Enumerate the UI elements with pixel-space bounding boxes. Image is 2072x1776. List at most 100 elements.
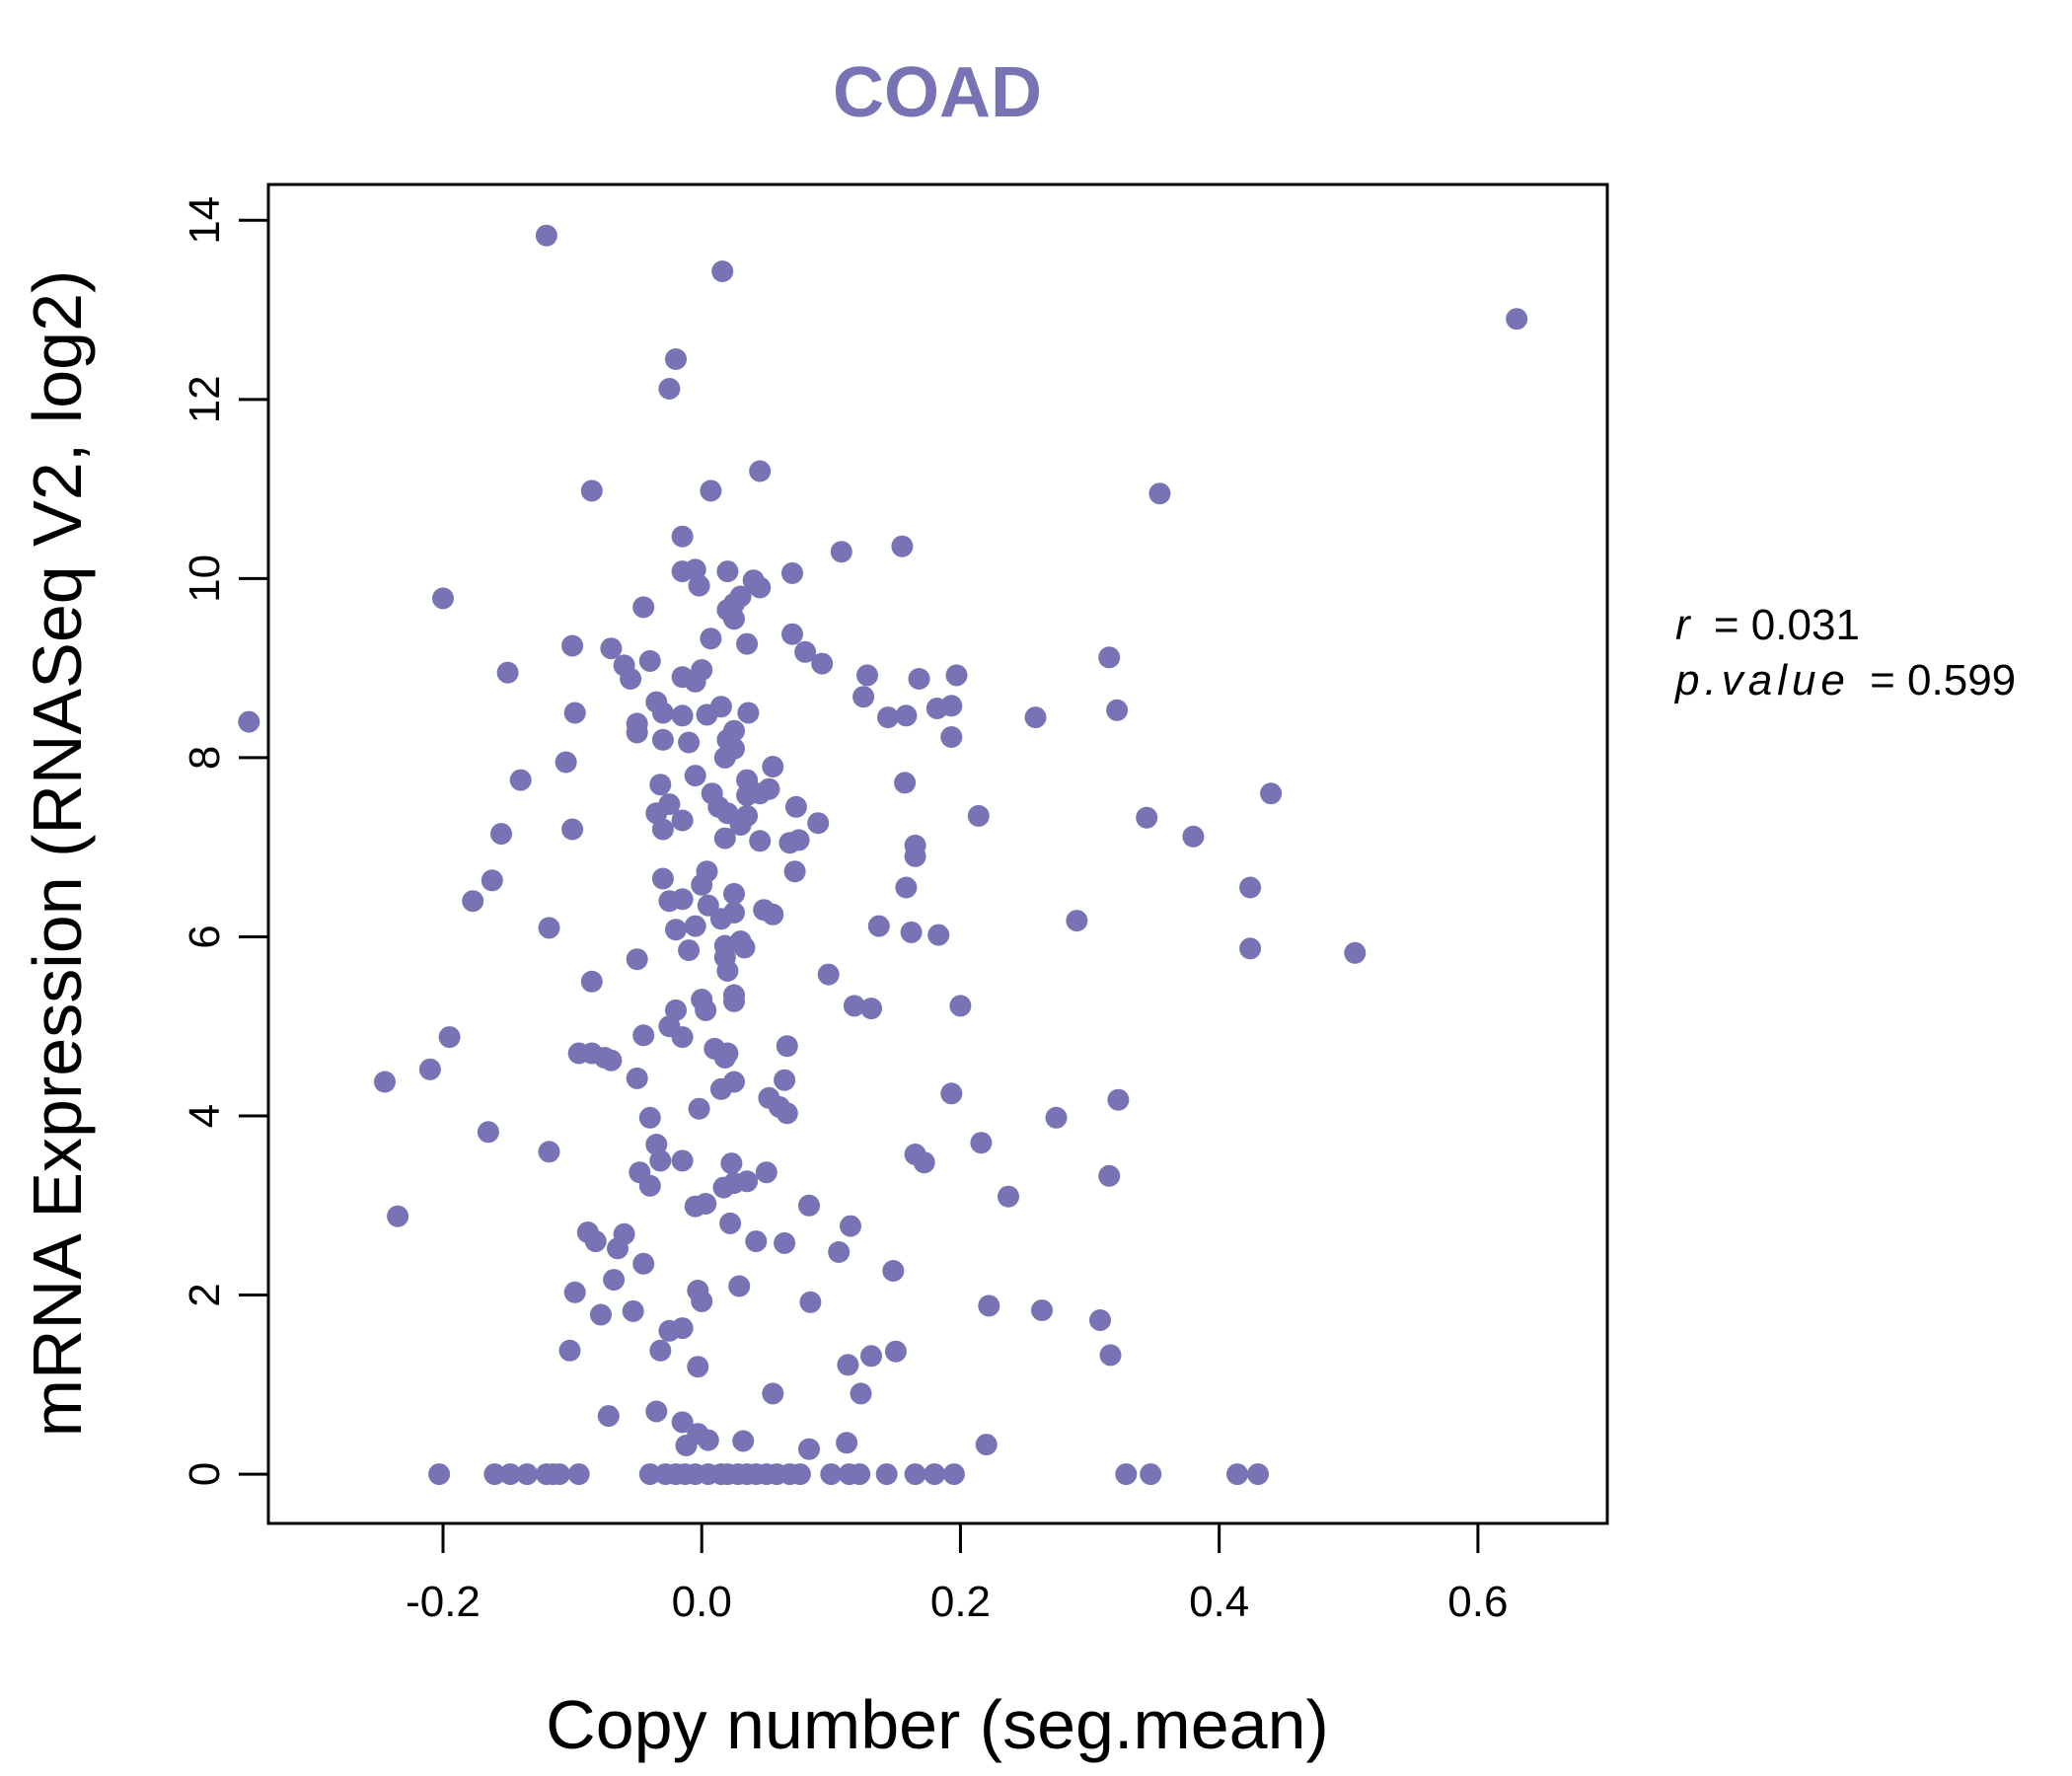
- x-axis-label: Copy number (seg.mean): [546, 1686, 1329, 1763]
- data-point: [626, 948, 648, 971]
- data-point: [687, 1356, 709, 1378]
- data-point: [729, 814, 752, 836]
- data-point: [1182, 825, 1205, 848]
- x-axis: -0.2 0.0 0.2 0.4 0.6: [406, 1521, 1508, 1626]
- data-point: [632, 596, 655, 619]
- data-point: [1148, 482, 1171, 505]
- data-point: [688, 574, 710, 597]
- data-point: [945, 664, 968, 687]
- data-point: [483, 1463, 506, 1486]
- data-point: [720, 1152, 743, 1175]
- data-point: [894, 772, 917, 794]
- data-point: [607, 1237, 629, 1260]
- data-point: [1066, 910, 1088, 932]
- data-point: [387, 1205, 409, 1227]
- data-point: [732, 1430, 755, 1452]
- y-tick-label: 6: [181, 925, 229, 948]
- data-point: [590, 1303, 612, 1326]
- data-point: [649, 1339, 672, 1362]
- y-tick-label: 12: [181, 375, 229, 423]
- data-point: [904, 1463, 926, 1486]
- data-point: [597, 1405, 620, 1428]
- data-point: [638, 1106, 661, 1129]
- data-point: [940, 1082, 963, 1105]
- data-point: [940, 726, 963, 748]
- data-point: [713, 827, 736, 850]
- data-point: [774, 1069, 796, 1091]
- data-point: [678, 939, 701, 962]
- plot-frame: [266, 183, 1609, 1525]
- data-point: [477, 1121, 499, 1144]
- data-point: [895, 876, 918, 899]
- data-point: [700, 480, 722, 502]
- data-point: [563, 1281, 586, 1303]
- data-point: [700, 628, 722, 650]
- data-point: [975, 1434, 998, 1456]
- data-point: [784, 795, 807, 818]
- data-point: [665, 919, 687, 941]
- data-point: [908, 668, 930, 690]
- data-point: [620, 668, 642, 690]
- data-point: [891, 535, 914, 557]
- data-point: [719, 1212, 742, 1234]
- x-tick-label: 0.0: [672, 1578, 732, 1626]
- data-point: [836, 1432, 858, 1454]
- data-point: [828, 1241, 851, 1263]
- data-point: [949, 995, 972, 1017]
- data-point: [942, 1463, 965, 1486]
- data-point: [755, 1161, 777, 1184]
- data-point: [558, 1339, 581, 1362]
- data-point: [649, 1149, 672, 1172]
- data-point: [600, 1049, 623, 1072]
- data-point: [549, 1463, 570, 1486]
- data-point: [840, 1215, 861, 1237]
- data-point: [516, 1463, 539, 1486]
- data-point: [671, 704, 694, 727]
- data-point: [837, 1354, 859, 1376]
- data-point: [688, 1097, 710, 1120]
- data-point: [1247, 1463, 1269, 1486]
- data-point: [998, 1185, 1019, 1208]
- data-point: [843, 995, 865, 1017]
- data-point: [1098, 1164, 1121, 1187]
- data-point: [535, 224, 557, 247]
- data-point: [762, 903, 784, 925]
- y-tick-label: 4: [181, 1104, 229, 1128]
- data-point: [490, 823, 512, 846]
- data-point: [924, 1463, 946, 1486]
- y-tick-label: 10: [181, 555, 229, 603]
- data-point: [877, 706, 899, 729]
- data-point: [788, 1463, 811, 1486]
- data-point: [632, 1252, 655, 1275]
- data-point: [584, 1230, 607, 1253]
- data-point: [638, 649, 661, 672]
- data-point: [671, 560, 694, 583]
- data-point: [1045, 1106, 1068, 1129]
- data-point: [1089, 1309, 1111, 1331]
- data-point: [428, 1463, 451, 1486]
- p-value-symbol: p.value: [1673, 656, 1850, 704]
- data-point: [798, 1438, 820, 1460]
- data-point: [736, 632, 759, 655]
- data-point: [671, 1149, 694, 1172]
- data-point: [1099, 1344, 1122, 1367]
- data-point: [723, 882, 745, 905]
- data-point: [867, 915, 890, 937]
- p-value-value: = 0.599: [1870, 656, 2016, 704]
- data-point: [1239, 876, 1262, 899]
- data-point: [538, 1141, 560, 1163]
- data-point: [1506, 308, 1528, 331]
- correlation-r: r = 0.031: [1675, 601, 1860, 649]
- data-point: [749, 576, 772, 599]
- data-point: [671, 1411, 694, 1434]
- data-point: [567, 1042, 590, 1065]
- data-point: [794, 640, 817, 663]
- data-point: [695, 999, 717, 1021]
- data-point: [978, 1295, 1000, 1317]
- data-point: [675, 1435, 698, 1456]
- chart-title: COAD: [833, 53, 1042, 132]
- data-point: [1031, 1299, 1053, 1321]
- data-point: [509, 769, 532, 791]
- data-point: [1024, 706, 1047, 729]
